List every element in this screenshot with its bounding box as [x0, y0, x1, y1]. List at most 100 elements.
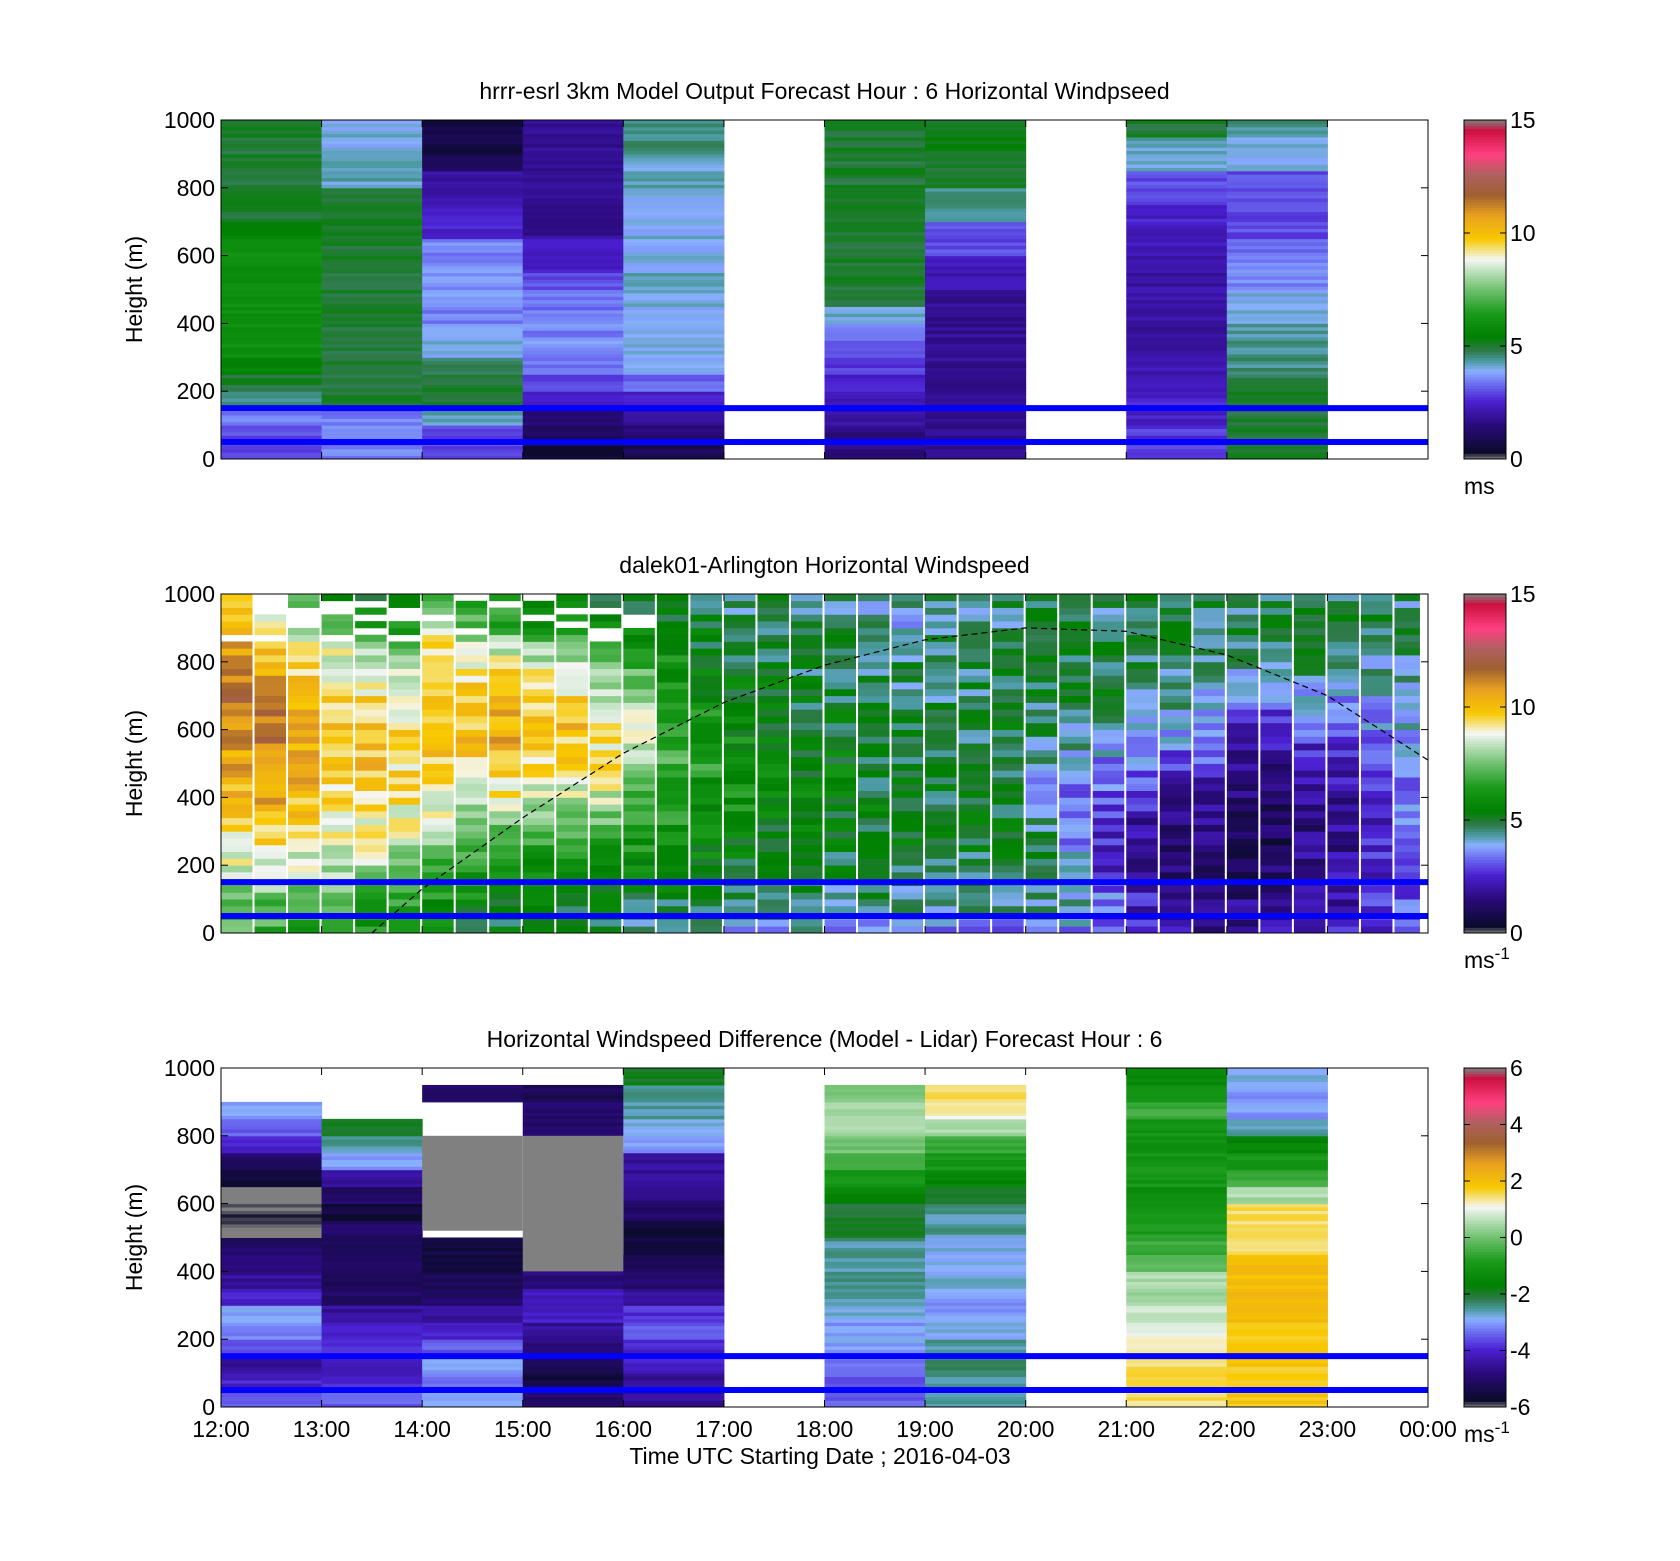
heatmap-cell — [1092, 594, 1125, 602]
heatmap-cell — [522, 1308, 624, 1313]
colorbar-segment — [1464, 430, 1506, 435]
heatmap-cell — [790, 763, 823, 771]
colorbar-segment — [1464, 258, 1506, 262]
heatmap-cell — [221, 143, 323, 148]
heatmap-cell — [221, 858, 253, 866]
heatmap-cell — [790, 702, 823, 710]
heatmap-cell — [1293, 661, 1326, 669]
heatmap-cell — [221, 1206, 323, 1211]
heatmap-cell — [321, 374, 423, 379]
heatmap-cell — [522, 445, 624, 450]
heatmap-cell — [1126, 594, 1158, 602]
heatmap-cell — [422, 418, 524, 423]
heatmap-cell — [522, 1105, 624, 1110]
heatmap-cell — [1226, 1112, 1328, 1116]
heatmap-cell — [623, 675, 655, 683]
heatmap-cell — [422, 269, 524, 274]
heatmap-cell — [321, 333, 423, 338]
heatmap-cell — [757, 824, 789, 832]
heatmap-cell — [656, 790, 689, 798]
heatmap-cell — [1360, 892, 1393, 900]
heatmap-cell — [321, 248, 423, 253]
heatmap-cell — [221, 167, 323, 172]
heatmap-cell — [522, 421, 624, 426]
heatmap-cell — [824, 770, 857, 778]
heatmap-cell — [891, 797, 924, 805]
heatmap-cell — [623, 252, 725, 257]
colorbar-segment — [1464, 1277, 1506, 1281]
heatmap-cell — [891, 709, 924, 717]
heatmap-cell — [1126, 614, 1158, 622]
heatmap-cell — [925, 303, 1027, 307]
heatmap-cell — [1226, 126, 1328, 131]
heatmap-cell — [254, 661, 287, 669]
heatmap-cell — [422, 1251, 524, 1255]
heatmap-cell — [422, 1278, 524, 1283]
heatmap-cell — [422, 1335, 524, 1340]
heatmap-cell — [221, 1122, 323, 1127]
heatmap-cell — [1260, 682, 1292, 690]
heatmap-cell — [1360, 810, 1393, 819]
heatmap-cell — [623, 1339, 725, 1344]
heatmap-cell — [522, 133, 624, 138]
heatmap-cell — [556, 763, 588, 771]
heatmap-cell — [522, 865, 555, 873]
heatmap-cell — [522, 695, 555, 703]
heatmap-cell — [623, 905, 655, 914]
heatmap-cell — [992, 702, 1024, 710]
colorbar-segment — [1464, 1378, 1506, 1383]
heatmap-cell — [925, 225, 1027, 229]
heatmap-cell — [925, 1339, 1027, 1344]
heatmap-cell — [925, 831, 957, 839]
heatmap-cell — [623, 756, 655, 764]
heatmap-cell — [1092, 838, 1125, 846]
heatmap-cell — [1226, 187, 1328, 192]
heatmap-cell — [1293, 756, 1326, 764]
heatmap-cell — [623, 214, 725, 219]
heatmap-cell — [925, 756, 957, 764]
heatmap-cell — [1126, 296, 1228, 301]
colorbar-segment — [1464, 644, 1506, 649]
heatmap-cell — [891, 607, 924, 615]
heatmap-cell — [824, 1139, 926, 1144]
heatmap-cell — [925, 1088, 1027, 1093]
heatmap-cell — [1059, 871, 1091, 880]
heatmap-cell — [1226, 191, 1328, 196]
heatmap-cell — [321, 191, 423, 196]
heatmap-cell — [522, 248, 624, 253]
heatmap-cell — [1159, 641, 1192, 649]
colorbar-segment — [1464, 1367, 1506, 1371]
heatmap-cell — [221, 130, 323, 135]
heatmap-cell — [221, 391, 323, 396]
heatmap-cell — [321, 1193, 423, 1198]
heatmap-cell — [455, 641, 488, 649]
colorbar-segment — [1464, 1316, 1506, 1320]
heatmap-cell — [221, 1278, 323, 1283]
heatmap-cell — [355, 851, 387, 859]
heatmap-cell — [1394, 844, 1420, 853]
heatmap-cell — [321, 421, 423, 426]
colorbar-segment — [1464, 791, 1506, 796]
heatmap-cell — [1159, 627, 1192, 636]
heatmap-cell — [824, 181, 926, 185]
heatmap-cell — [355, 858, 387, 866]
heatmap-cell — [522, 320, 624, 324]
heatmap-cell — [824, 783, 857, 792]
x-tick-label: 16:00 — [595, 1416, 653, 1442]
heatmap-cell — [221, 258, 323, 263]
heatmap-cell — [858, 621, 890, 629]
heatmap-cell — [1025, 919, 1058, 927]
heatmap-cell — [1394, 736, 1420, 744]
heatmap-cell — [522, 343, 624, 348]
heatmap-cell — [690, 871, 722, 880]
heatmap-cell — [522, 289, 624, 294]
heatmap-cell — [925, 258, 1027, 263]
heatmap-cell — [388, 790, 421, 798]
heatmap-cell — [824, 282, 926, 287]
heatmap-cell — [321, 892, 354, 900]
heatmap-cell — [321, 326, 423, 331]
heatmap-cell — [1193, 695, 1225, 703]
heatmap-cell — [690, 682, 722, 690]
y-axis-label: Height (m) — [121, 236, 147, 343]
heatmap-cell — [1126, 1115, 1228, 1120]
